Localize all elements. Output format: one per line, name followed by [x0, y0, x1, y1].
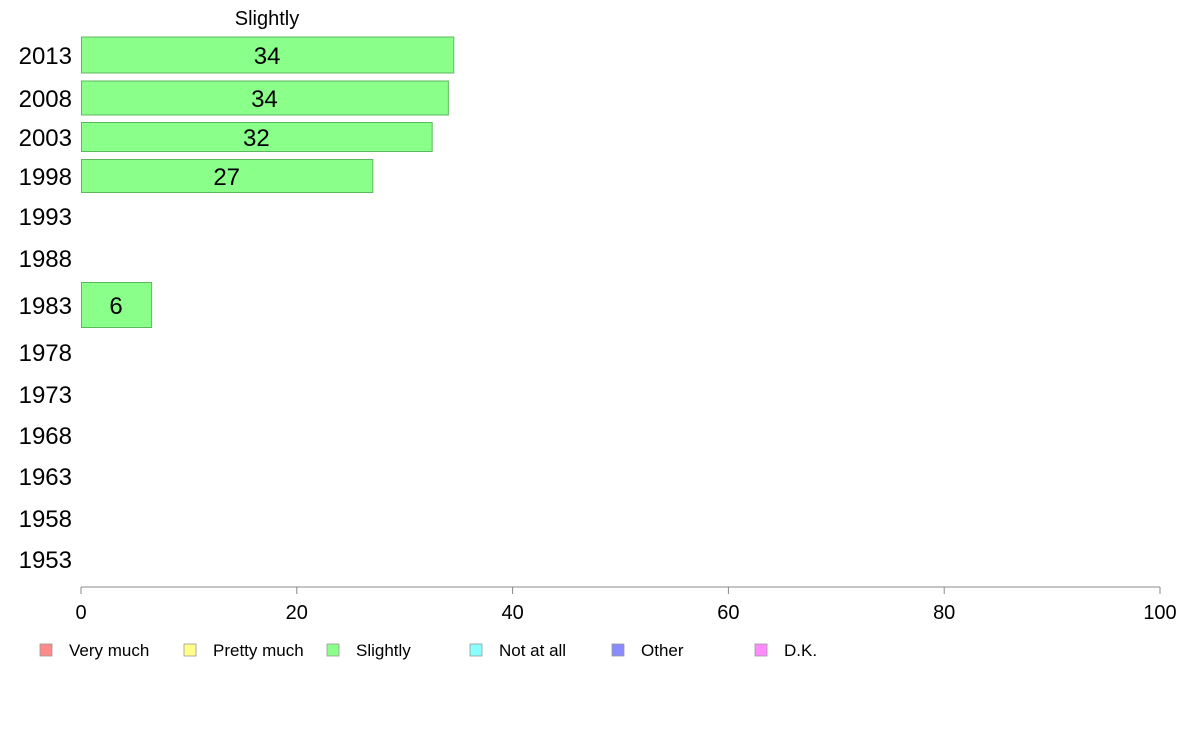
year-label: 2003 — [19, 125, 72, 152]
x-tick-label: 100 — [1143, 602, 1176, 624]
legend-label: Very much — [69, 641, 149, 660]
legend-label: D.K. — [784, 641, 817, 660]
x-tick-label: 80 — [933, 602, 955, 624]
legend-swatch — [39, 643, 53, 657]
year-label: 1993 — [19, 204, 72, 231]
year-label: 1988 — [19, 246, 72, 273]
year-label: 1958 — [19, 506, 72, 533]
year-label: 1968 — [19, 423, 72, 450]
bar-1998 — [81, 159, 374, 193]
legend-label: Slightly — [356, 641, 411, 660]
bar-value-label: 32 — [243, 125, 270, 152]
legend-swatch — [611, 643, 625, 657]
year-label: 2008 — [19, 86, 72, 113]
legend-swatch — [183, 643, 197, 657]
x-tick-label: 40 — [501, 602, 523, 624]
bar-value-label: 34 — [251, 86, 278, 113]
year-label: 1983 — [19, 293, 72, 320]
legend-swatch — [326, 643, 340, 657]
legend-label: Other — [641, 641, 684, 660]
bar-1983 — [81, 282, 153, 328]
legend-swatch — [754, 643, 768, 657]
bar-value-label: 34 — [254, 43, 281, 70]
bar-value-label: 27 — [213, 164, 240, 191]
year-label: 2013 — [19, 43, 72, 70]
chart-title: Slightly — [235, 8, 299, 30]
x-tick-label: 0 — [75, 602, 86, 624]
bar-2003 — [81, 122, 433, 152]
x-tick-label: 20 — [286, 602, 308, 624]
legend: Very much Pretty much Slightly Not at all Ot… — [39, 641, 817, 660]
bar-value-label: 6 — [109, 293, 122, 320]
year-label: 1953 — [19, 547, 72, 574]
bar-2008 — [81, 80, 449, 116]
x-tick-label: 60 — [717, 602, 739, 624]
year-label: 1963 — [19, 464, 72, 491]
year-labels-group: 2013 2008 2003 1998 1993 1988 1983 1978 1973 1968… — [19, 43, 72, 574]
legend-swatch — [469, 643, 483, 657]
bar-2013 — [81, 36, 455, 74]
year-label: 1998 — [19, 164, 72, 191]
legend-label: Not at all — [499, 641, 566, 660]
year-label: 1973 — [19, 382, 72, 409]
year-label: 1978 — [19, 340, 72, 367]
x-axis: 0 20 40 60 80 100 — [75, 586, 1177, 624]
legend-label: Pretty much — [213, 641, 304, 660]
